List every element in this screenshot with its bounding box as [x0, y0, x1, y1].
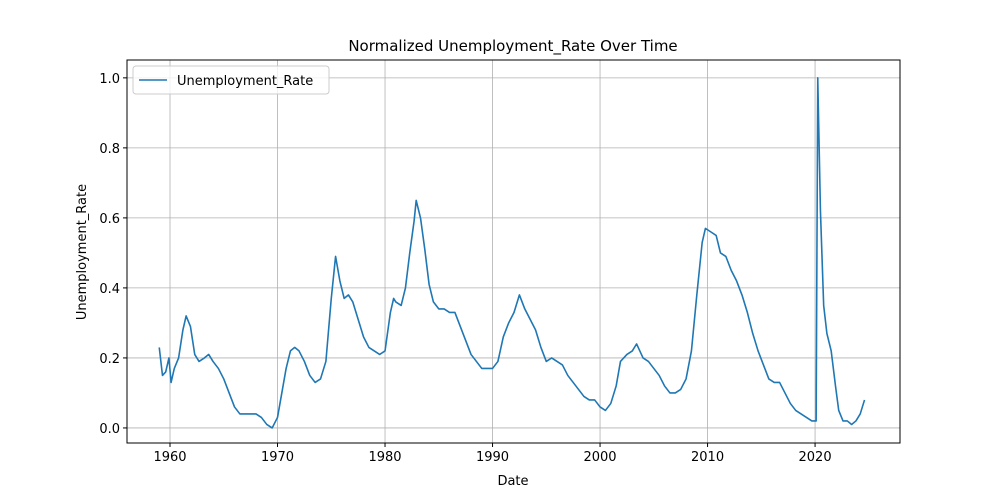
plot-frame	[126, 59, 901, 444]
x-tick-label: 2020	[799, 450, 832, 465]
chart-title: Normalized Unemployment_Rate Over Time	[348, 37, 677, 56]
y-tick-label: 0.8	[99, 142, 120, 157]
y-tick-label: 0.4	[99, 282, 120, 297]
y-tick-label: 0.6	[99, 212, 120, 227]
data-line	[158, 77, 866, 429]
y-tick-label: 1.0	[99, 72, 120, 87]
x-axis-label: Date	[497, 474, 528, 489]
x-tick-label: 1960	[153, 450, 186, 465]
x-tick-label: 1980	[368, 450, 401, 465]
y-tick-label: 0.2	[99, 352, 120, 367]
y-tick-label: 0.0	[99, 422, 120, 437]
x-tick-label: 1990	[476, 450, 509, 465]
legend-label: Unemployment_Rate	[177, 74, 313, 89]
y-axis-label: Unemployment_Rate	[75, 184, 90, 320]
x-tick-label: 2000	[583, 450, 616, 465]
x-tick-label: 2010	[691, 450, 724, 465]
x-tick-label: 1970	[261, 450, 294, 465]
legend-box	[132, 65, 330, 95]
